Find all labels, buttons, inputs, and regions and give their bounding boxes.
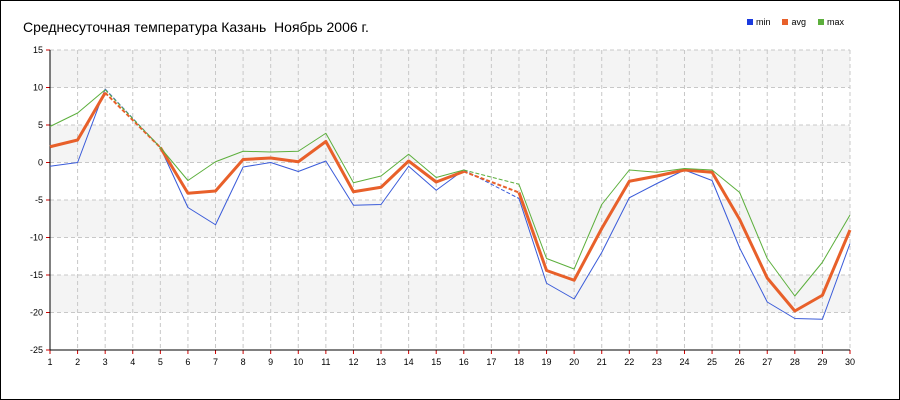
- series-line-avg: [159, 140, 465, 195]
- x-tick-label: 29: [817, 357, 827, 367]
- x-tick-label: 30: [845, 357, 855, 367]
- x-tick-label: 13: [376, 357, 386, 367]
- legend-item-max: max: [817, 17, 844, 27]
- x-tick-label: 28: [790, 357, 800, 367]
- x-tick-label: 26: [735, 357, 745, 367]
- legend-item-min: min: [746, 17, 771, 27]
- x-tick-label: 22: [624, 357, 634, 367]
- x-tick-label: 16: [459, 357, 469, 367]
- x-tick-label: 25: [707, 357, 717, 367]
- series-line-max: [49, 89, 106, 127]
- x-tick-label: 4: [130, 357, 135, 367]
- legend-swatch-max: [817, 19, 824, 25]
- series-gap-avg: [104, 92, 162, 149]
- series-line-avg: [49, 91, 107, 149]
- y-tick-label: -10: [30, 233, 43, 243]
- legend-label-max: max: [826, 17, 844, 27]
- x-tick-label: 24: [679, 357, 689, 367]
- x-tick-label: 17: [486, 357, 496, 367]
- x-tick-label: 7: [213, 357, 218, 367]
- chart-title: Среднесуточная температура Казань Ноябрь…: [23, 19, 369, 35]
- x-tick-label: 20: [569, 357, 579, 367]
- plot-band: [50, 275, 850, 313]
- legend-label-min: min: [755, 17, 771, 27]
- y-tick-label: 5: [38, 120, 43, 130]
- chart-legend: min avg max: [746, 17, 844, 27]
- y-tick-label: 0: [38, 158, 43, 168]
- plot-band: [50, 200, 850, 238]
- x-tick-label: 14: [404, 357, 414, 367]
- series-gap-max: [463, 169, 520, 185]
- x-tick-label: 15: [431, 357, 441, 367]
- legend-label-avg: avg: [791, 17, 806, 27]
- x-tick-label: 11: [321, 357, 330, 367]
- series-line-max: [518, 168, 851, 297]
- series-line-max: [159, 132, 464, 184]
- x-tick-label: 1: [47, 357, 52, 367]
- y-tick-label: -20: [30, 308, 43, 318]
- x-tick-label: 18: [514, 357, 524, 367]
- x-tick-label: 3: [103, 357, 108, 367]
- x-tick-label: 10: [293, 357, 303, 367]
- series-line-min: [159, 147, 465, 226]
- x-tick-label: 5: [158, 357, 163, 367]
- legend-swatch-min: [746, 19, 753, 25]
- series-gap-avg: [463, 170, 520, 194]
- plot-band: [50, 125, 850, 163]
- plot-band: [50, 50, 850, 88]
- series-gap-max: [104, 89, 161, 148]
- legend-swatch-avg: [782, 19, 789, 25]
- x-tick-label: 12: [348, 357, 358, 367]
- x-tick-label: 6: [185, 357, 190, 367]
- x-tick-label: 27: [762, 357, 772, 367]
- x-tick-label: 23: [652, 357, 662, 367]
- series-line-min: [49, 88, 106, 167]
- y-tick-label: -25: [30, 345, 43, 355]
- y-tick-label: -5: [35, 195, 43, 205]
- y-tick-label: 10: [33, 83, 43, 93]
- x-tick-label: 2: [75, 357, 80, 367]
- legend-item-avg: avg: [782, 17, 806, 27]
- x-tick-label: 19: [542, 357, 552, 367]
- series-gap-min: [463, 169, 520, 199]
- y-tick-label: -15: [30, 270, 43, 280]
- series-line-avg: [517, 168, 852, 313]
- y-tick-label: 15: [33, 45, 43, 55]
- x-tick-label: 8: [241, 357, 246, 367]
- x-tick-label: 21: [597, 357, 607, 367]
- x-tick-label: 9: [268, 357, 273, 367]
